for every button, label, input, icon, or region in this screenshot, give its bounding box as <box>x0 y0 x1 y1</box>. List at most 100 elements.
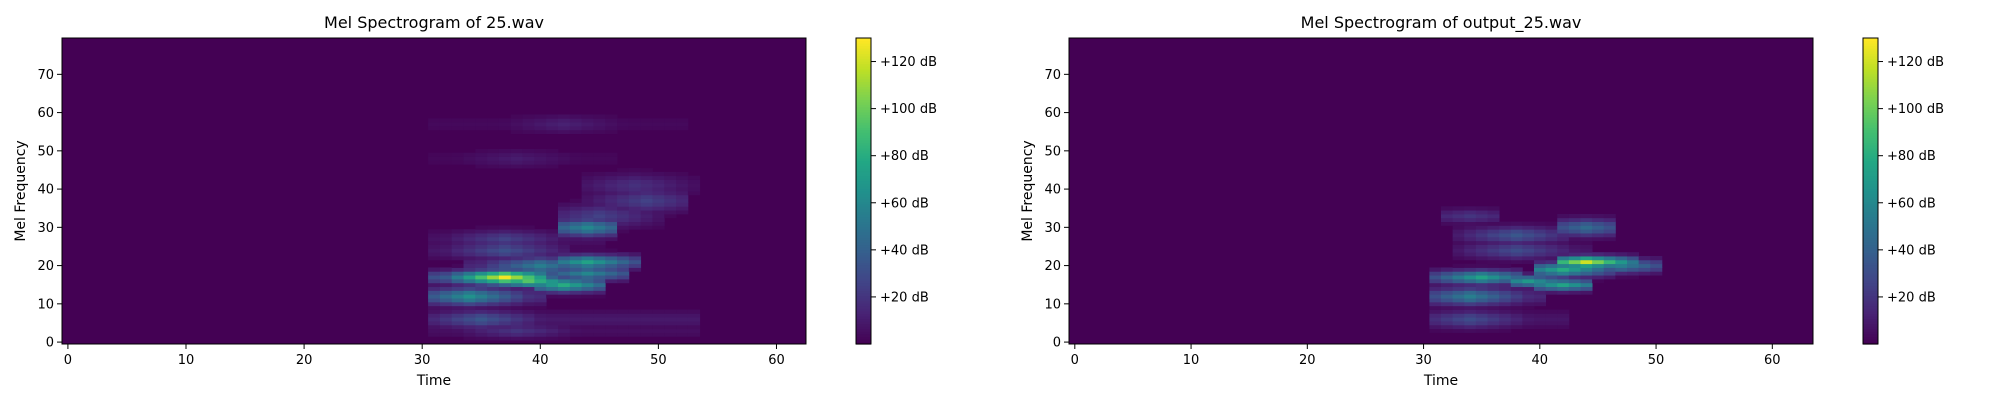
heatmap-cell <box>510 286 523 291</box>
heatmap-cell <box>1487 267 1500 272</box>
heatmap-cell <box>640 313 653 318</box>
colorbar-segment <box>1863 155 1878 159</box>
heatmap-cell <box>1510 290 1523 295</box>
heatmap-cell <box>676 187 689 192</box>
heatmap-cell <box>428 156 441 161</box>
heatmap-cell <box>1429 267 1442 272</box>
heatmap-cell <box>628 171 642 177</box>
heatmap-cell <box>558 252 571 257</box>
heatmap-cell <box>1568 278 1581 284</box>
heatmap-cell <box>640 179 653 184</box>
colorbar-segment <box>1863 321 1878 325</box>
heatmap-cell <box>1568 236 1581 242</box>
heatmap-cell <box>546 156 559 161</box>
colorbar-segment <box>1863 191 1878 195</box>
heatmap-cell <box>451 248 464 253</box>
heatmap-cell <box>428 122 441 127</box>
heatmap-cell <box>569 160 583 165</box>
heatmap-cell <box>487 164 500 169</box>
heatmap-cell <box>451 267 464 272</box>
heatmap-cell <box>676 171 689 177</box>
colorbar-segment <box>856 262 871 266</box>
colorbar-segment <box>1863 305 1878 309</box>
colorbar-segment <box>856 63 871 67</box>
heatmap-cell <box>546 324 559 330</box>
colorbar-segment <box>1863 152 1878 156</box>
heatmap-cell <box>1580 275 1593 280</box>
heatmap-cell <box>1499 221 1512 226</box>
heatmap-cell <box>640 317 653 322</box>
heatmap-cell <box>593 236 606 242</box>
heatmap-cell <box>1534 263 1547 268</box>
heatmap-cell <box>1452 240 1465 245</box>
heatmap-cell <box>569 286 583 291</box>
heatmap-cell <box>617 332 630 337</box>
heatmap-cell <box>1487 313 1500 318</box>
heatmap-cell <box>1627 267 1640 272</box>
heatmap-cell <box>569 278 583 284</box>
colorbar-segment <box>856 198 871 202</box>
heatmap-cell <box>534 263 547 268</box>
heatmap-cell <box>1510 248 1523 253</box>
heatmap-cell <box>487 118 500 123</box>
heatmap-cell <box>664 213 677 219</box>
heatmap-cell <box>463 125 476 131</box>
heatmap-cell <box>1580 263 1593 268</box>
heatmap-cell <box>428 332 441 337</box>
heatmap-cell <box>439 229 453 234</box>
heatmap-cell <box>558 290 571 295</box>
heatmap-cell <box>439 252 453 257</box>
heatmap-cell <box>522 160 535 165</box>
heatmap-cell <box>463 160 476 165</box>
heatmap-cell <box>475 275 488 280</box>
heatmap-cell <box>451 275 464 280</box>
heatmap-cell <box>1464 301 1477 307</box>
heatmap-cell <box>676 202 689 207</box>
heatmap-cell <box>1487 248 1500 253</box>
heatmap-cell <box>569 236 583 242</box>
colorbar-segment <box>1863 101 1878 105</box>
heatmap-cell <box>569 202 583 207</box>
heatmap-cell <box>1464 233 1477 238</box>
heatmap-cell <box>428 125 441 131</box>
colorbar-segment <box>856 229 871 233</box>
heatmap-cell <box>593 256 606 261</box>
heatmap-cell <box>569 294 583 299</box>
heatmap-cell <box>1615 252 1628 257</box>
y-tick-label: 40 <box>1044 183 1061 198</box>
heatmap-cell <box>534 240 547 245</box>
heatmap-cell <box>652 213 665 219</box>
heatmap-cell <box>1603 275 1616 280</box>
colorbar-segment <box>856 160 871 164</box>
heatmap-cell <box>558 229 571 234</box>
heatmap-cell <box>1580 252 1593 257</box>
heatmap-cell <box>652 309 665 314</box>
colorbar-segment <box>856 328 871 332</box>
heatmap-cell <box>617 206 630 211</box>
colorbar-segment <box>856 295 871 299</box>
heatmap-cell <box>475 225 488 230</box>
heatmap-cell <box>1545 317 1558 322</box>
colorbar-segment <box>856 264 871 269</box>
heatmap-cell <box>1522 252 1535 257</box>
colorbar-segment <box>1863 168 1878 172</box>
heatmap-cell <box>428 313 441 318</box>
heatmap-cell <box>1499 240 1512 245</box>
x-tick-label: 30 <box>1415 353 1432 368</box>
heatmap-cell <box>510 236 523 242</box>
heatmap-cell <box>581 271 594 276</box>
heatmap-cell <box>1534 324 1547 330</box>
heatmap-cell <box>510 118 523 123</box>
colorbar-segment <box>1863 180 1878 184</box>
heatmap-cell <box>687 324 701 330</box>
heatmap-cell <box>439 256 453 261</box>
heatmap-cell <box>1487 256 1500 261</box>
heatmap-cell <box>569 206 583 211</box>
heatmap-cell <box>1441 324 1454 330</box>
heatmap-cell <box>628 221 642 226</box>
heatmap-cell <box>1592 213 1605 219</box>
heatmap-cell <box>593 313 606 318</box>
heatmap-cell <box>664 179 677 184</box>
heatmap-cell <box>487 122 500 127</box>
heatmap-cell <box>475 301 488 307</box>
